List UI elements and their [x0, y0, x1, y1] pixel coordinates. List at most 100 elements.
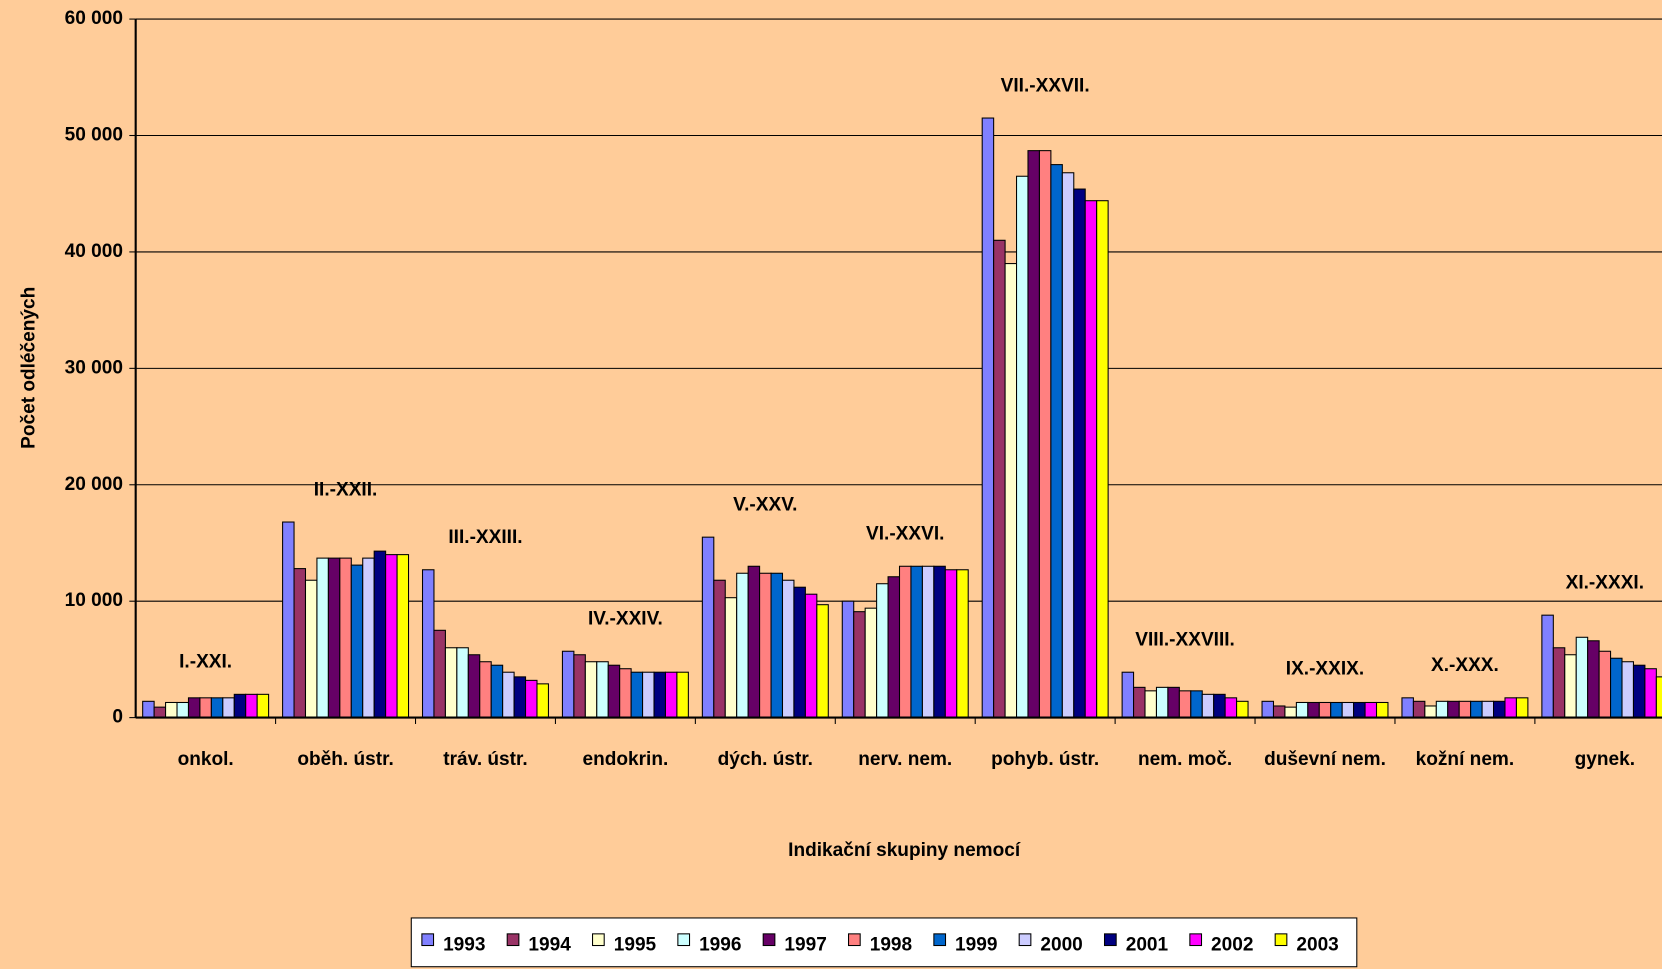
bar: [502, 671, 515, 719]
bar: [864, 607, 878, 719]
bar: [1412, 700, 1426, 719]
bar: [293, 568, 307, 719]
bar: [1515, 697, 1529, 719]
annotation: IX.-XXIX.: [1286, 659, 1364, 680]
bar: [153, 706, 167, 719]
bar: [1038, 150, 1052, 719]
bar: [944, 569, 958, 719]
bar: [1632, 664, 1646, 719]
legend-swatch: [1189, 933, 1203, 947]
bar: [1133, 686, 1146, 719]
legend-label: 2003: [1296, 935, 1338, 956]
bar: [781, 579, 795, 719]
bar: [536, 683, 549, 719]
bar: [759, 572, 772, 719]
bar: [304, 579, 318, 719]
x-axis-label: Indikační skupiny nemocí: [788, 840, 1021, 861]
bar: [1295, 701, 1309, 719]
legend-swatch: [421, 933, 435, 947]
bar: [373, 550, 387, 719]
bar: [933, 565, 946, 719]
bar: [1201, 693, 1215, 719]
legend-swatch: [847, 933, 861, 947]
bar: [1598, 650, 1612, 719]
legend-label: 1998: [870, 935, 913, 956]
y-tick-label: 20 000: [65, 474, 123, 495]
bar: [993, 239, 1006, 719]
legend-label: 1997: [784, 935, 826, 956]
legend-swatch: [1103, 933, 1117, 947]
y-tick-label: 40 000: [65, 241, 123, 262]
bar: [1016, 175, 1029, 719]
bar: [1096, 200, 1109, 719]
bar: [456, 647, 469, 719]
bar: [713, 579, 726, 719]
bar: [199, 697, 212, 719]
legend-label: 2001: [1126, 935, 1169, 956]
bar: [1575, 636, 1589, 719]
bar: [490, 664, 504, 719]
x-tick-label: gynek.: [1575, 749, 1635, 770]
bar: [1155, 686, 1169, 719]
bar: [433, 629, 446, 719]
annotation: I.-XXI.: [179, 652, 232, 673]
bar: [1587, 640, 1600, 719]
legend-swatch: [1018, 933, 1032, 947]
annotation: XI.-XXXI.: [1566, 572, 1644, 593]
bar: [876, 583, 889, 719]
bar: [1178, 690, 1192, 719]
annotation: VIII.-XXVIII.: [1135, 629, 1235, 650]
annotation: III.-XXIII.: [448, 527, 522, 548]
bar: [1481, 700, 1495, 719]
bar: [1261, 700, 1275, 719]
bar: [1272, 705, 1286, 719]
x-tick-label: nerv. nem.: [858, 749, 952, 770]
y-tick-label: 30 000: [65, 357, 123, 378]
bar: [1121, 671, 1135, 719]
bar: [245, 693, 258, 719]
bar: [421, 569, 435, 719]
bar: [770, 572, 784, 719]
bar: [1470, 700, 1483, 719]
bar: [1447, 700, 1460, 719]
annotation: X.-XXX.: [1431, 655, 1499, 676]
legend-label: 1999: [955, 935, 997, 956]
annotation: VI.-XXVI.: [866, 524, 944, 545]
bar: [467, 654, 481, 719]
bar: [853, 611, 866, 719]
bar: [222, 697, 235, 719]
bar: [1458, 700, 1472, 719]
x-tick-label: duševní nem.: [1264, 749, 1386, 770]
annotation: V.-XXV.: [733, 494, 797, 515]
legend-label: 2002: [1211, 935, 1253, 956]
bar: [362, 557, 375, 719]
bar: [1027, 150, 1040, 719]
legend-label: 1994: [528, 935, 571, 956]
y-tick-label: 0: [112, 707, 123, 728]
bar: [1050, 164, 1063, 719]
plot-root: Počet odléčených Indikační skupiny nemoc…: [19, 8, 1662, 968]
annotation: IV.-XXIV.: [588, 608, 663, 629]
bar: [513, 676, 527, 719]
bar: [1307, 701, 1320, 719]
legend-swatch: [933, 933, 947, 947]
bar: [1073, 188, 1086, 719]
bar: [841, 600, 855, 719]
y-axis-label: Počet odléčených: [19, 287, 40, 449]
y-tick-label: 50 000: [65, 125, 123, 146]
bar: [1004, 263, 1018, 719]
bar: [1084, 200, 1098, 719]
bar: [607, 664, 621, 719]
bar: [1236, 700, 1249, 719]
bar: [1375, 701, 1389, 719]
bar: [956, 569, 969, 719]
bar: [561, 650, 575, 719]
bar: [176, 701, 189, 719]
x-tick-label: oběh. ústr.: [297, 749, 393, 770]
bar: [1190, 690, 1203, 719]
bar: [664, 671, 678, 719]
legend-swatch: [762, 933, 776, 947]
bar: [1424, 705, 1437, 719]
bar: [1353, 701, 1366, 719]
